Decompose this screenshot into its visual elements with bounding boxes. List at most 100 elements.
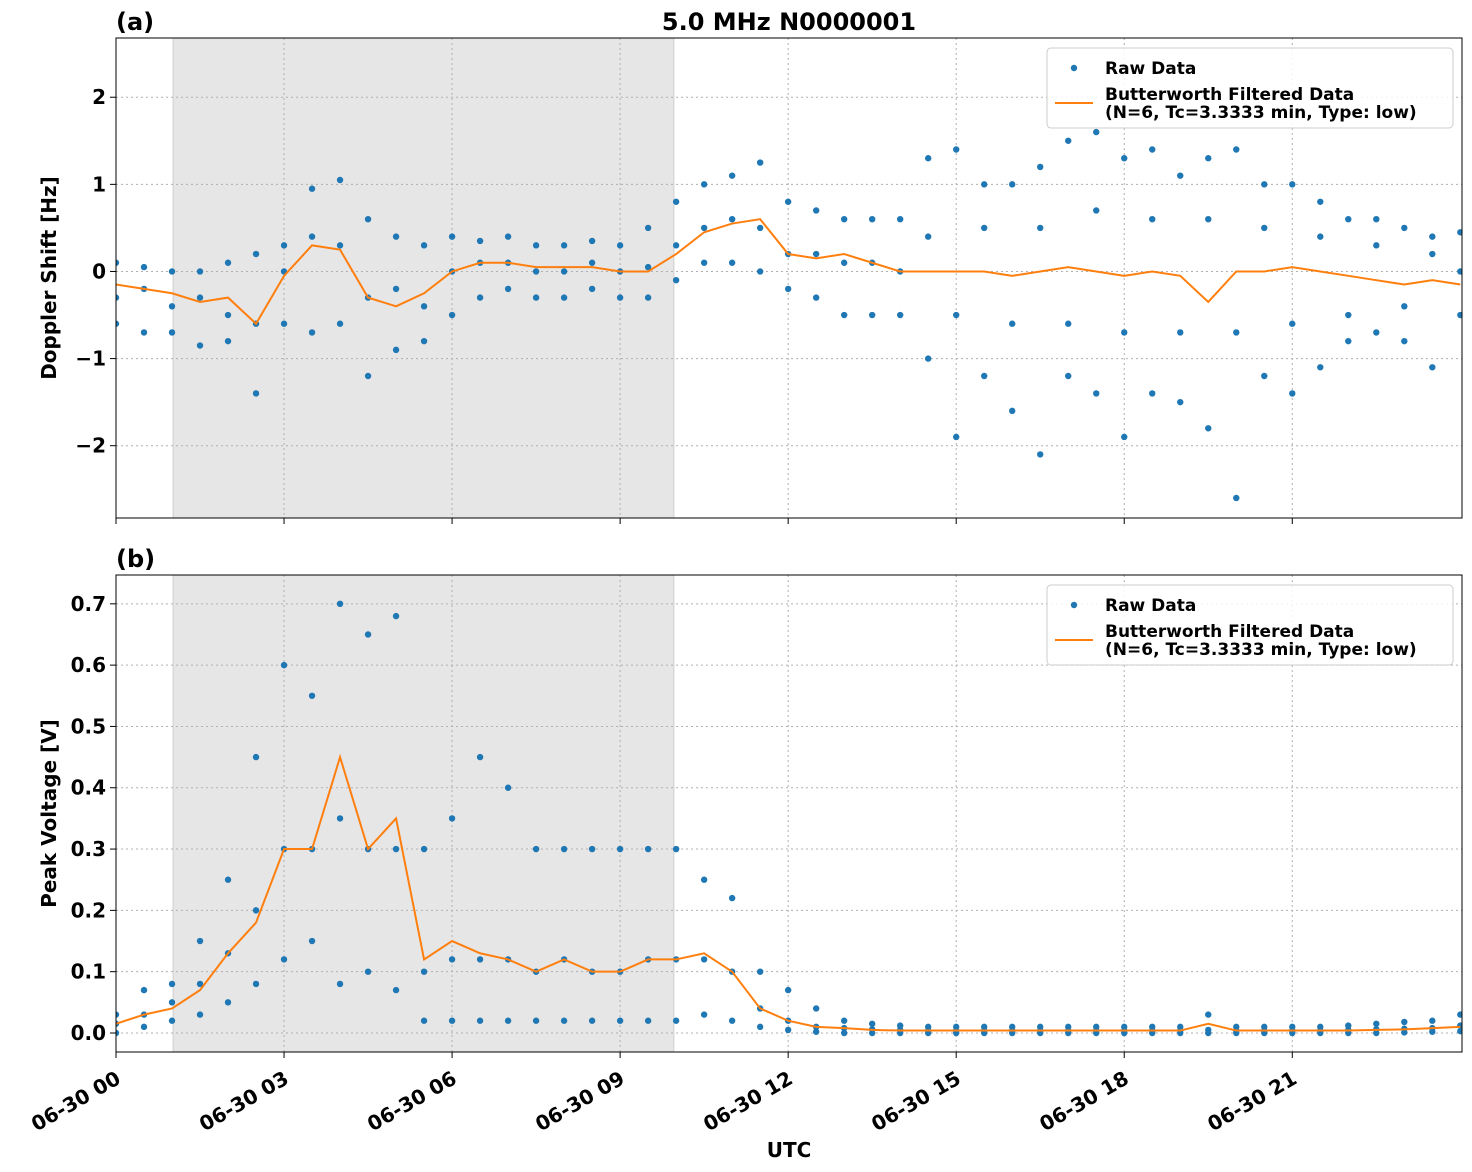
legend-marker	[1070, 601, 1078, 609]
raw-point	[504, 1017, 512, 1024]
legend-label: (N=6, Tc=3.3333 min, Type: low)	[1105, 103, 1417, 123]
raw-point	[1429, 1017, 1436, 1024]
raw-point	[1289, 390, 1296, 397]
panel-label: (a)	[116, 8, 154, 36]
raw-point	[1429, 233, 1436, 240]
raw-point	[1373, 242, 1380, 249]
raw-point	[532, 268, 540, 275]
raw-point	[728, 894, 736, 902]
raw-point	[1177, 398, 1184, 406]
raw-point	[644, 224, 652, 232]
raw-point	[1317, 198, 1324, 205]
raw-point	[1205, 155, 1212, 162]
raw-point	[1149, 390, 1156, 397]
axes-frame	[115, 574, 1463, 1053]
raw-point	[140, 1023, 148, 1031]
raw-point	[1261, 181, 1268, 188]
raw-point	[1401, 1018, 1408, 1026]
raw-point	[1037, 451, 1044, 458]
y-axis-label: Peak Voltage [V]	[37, 719, 61, 908]
raw-point	[476, 753, 484, 761]
raw-point	[1065, 372, 1072, 380]
raw-point	[476, 1017, 484, 1024]
raw-point	[392, 612, 400, 620]
raw-point	[840, 1017, 848, 1024]
raw-point	[840, 259, 848, 266]
y-tick-label: 0.7	[71, 592, 106, 616]
raw-point	[196, 294, 204, 301]
raw-point	[1149, 146, 1156, 153]
raw-point	[1345, 337, 1352, 345]
raw-point	[476, 294, 484, 301]
raw-point	[588, 285, 596, 293]
y-tick-label: −2	[75, 434, 106, 458]
raw-point	[616, 242, 624, 249]
raw-point	[364, 372, 372, 380]
raw-point	[840, 1029, 848, 1037]
raw-point	[700, 1011, 708, 1018]
raw-point	[420, 337, 428, 345]
y-tick-label: 0.3	[71, 837, 106, 861]
raw-point	[588, 845, 596, 853]
raw-point	[756, 159, 764, 166]
y-tick-label: 0.2	[71, 898, 106, 922]
chart-title: 5.0 MHz N0000001	[662, 8, 916, 36]
raw-point	[812, 207, 820, 214]
raw-point	[644, 1017, 652, 1024]
raw-point	[616, 294, 624, 301]
raw-point	[560, 268, 568, 275]
raw-point	[252, 250, 260, 258]
raw-point	[728, 1017, 736, 1024]
raw-point	[560, 845, 568, 853]
legend-label: (N=6, Tc=3.3333 min, Type: low)	[1105, 640, 1417, 660]
raw-point	[616, 845, 624, 853]
raw-point	[224, 259, 232, 266]
raw-point	[1373, 329, 1380, 336]
raw-point	[1093, 128, 1100, 136]
raw-point	[420, 242, 428, 249]
raw-point	[1009, 320, 1016, 327]
raw-point	[364, 631, 372, 638]
raw-point	[168, 980, 176, 988]
raw-point	[868, 311, 876, 319]
x-tick-label: 06-30 09	[531, 1066, 629, 1136]
raw-point	[196, 342, 204, 349]
raw-point	[196, 937, 204, 945]
raw-point	[336, 242, 344, 249]
raw-point	[1317, 364, 1324, 371]
raw-point	[196, 980, 204, 988]
raw-point	[140, 329, 148, 336]
raw-point	[644, 845, 652, 853]
raw-point	[504, 285, 512, 293]
raw-point	[116, 259, 120, 266]
raw-point	[1401, 303, 1408, 310]
raw-point	[196, 1011, 204, 1018]
raw-point	[116, 1011, 120, 1018]
y-tick-label: 1	[92, 172, 106, 196]
y-tick-label: 0.1	[71, 960, 106, 984]
raw-point	[560, 1017, 568, 1024]
raw-point	[924, 355, 932, 362]
raw-point	[1121, 155, 1128, 162]
raw-point	[812, 250, 820, 258]
raw-point	[476, 956, 484, 963]
raw-point	[308, 692, 316, 699]
raw-point	[532, 845, 540, 853]
raw-point	[1457, 268, 1462, 275]
raw-point	[1345, 215, 1352, 223]
raw-point	[196, 268, 204, 275]
raw-point	[952, 433, 960, 441]
raw-point	[1121, 433, 1128, 441]
raw-point	[224, 337, 232, 345]
raw-point	[868, 1020, 876, 1027]
raw-point	[1205, 1026, 1212, 1034]
raw-point	[252, 907, 260, 914]
raw-point	[1317, 233, 1324, 240]
raw-point	[168, 268, 176, 275]
raw-point	[1457, 311, 1462, 319]
raw-point	[168, 999, 176, 1006]
panel-label: (b)	[116, 545, 155, 573]
y-tick-label: 0.0	[71, 1021, 106, 1045]
raw-point	[700, 876, 708, 883]
raw-point	[756, 224, 764, 232]
